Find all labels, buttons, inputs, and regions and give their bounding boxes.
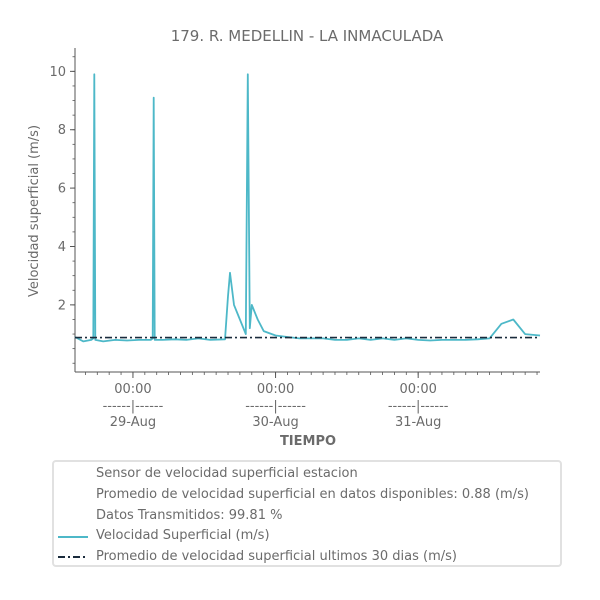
legend-text: Promedio de velocidad superficial ultimo… [96, 549, 457, 564]
series-line-velocity [74, 73, 541, 343]
x-tick-label-date: 31-Aug [395, 415, 441, 430]
y-tick-label: 6 [58, 182, 66, 197]
legend-entry-transmitted: Datos Transmitidos: 99.81 % [54, 506, 560, 526]
legend-entry-sensor: Sensor de velocidad superficial estacion [54, 464, 560, 484]
y-axis-label: Velocidad superficial (m/s) [27, 125, 42, 297]
chart-canvas: 179. R. MEDELLIN - LA INMACULADA Velocid… [27, 27, 541, 449]
axes: 24681000:00------|------29-Aug00:00-----… [49, 48, 540, 430]
legend-entry-average: Promedio de velocidad superficial en dat… [54, 485, 560, 505]
legend-entry-30day-average: Promedio de velocidad superficial ultimo… [54, 547, 560, 567]
x-tick-label-time: 00:00 [399, 382, 436, 397]
y-tick-label: 10 [49, 65, 66, 80]
x-tick-label-separator: ------|------ [103, 399, 164, 414]
x-tick-label-date: 30-Aug [252, 415, 298, 430]
legend-text: Datos Transmitidos: 99.81 % [96, 508, 283, 523]
y-tick-label: 2 [58, 298, 66, 313]
legend-swatch-30day-average [58, 556, 88, 558]
series-layer [74, 73, 541, 343]
chart-title: 179. R. MEDELLIN - LA INMACULADA [171, 27, 444, 45]
legend-swatch-velocity [58, 536, 88, 538]
x-axis-label: TIEMPO [280, 434, 336, 449]
legend-text: Sensor de velocidad superficial estacion [96, 466, 358, 481]
y-tick-label: 8 [58, 123, 66, 138]
x-tick-label-date: 29-Aug [110, 415, 156, 430]
legend-text: Velocidad Superficial (m/s) [96, 528, 270, 543]
x-tick-label-time: 00:00 [257, 382, 294, 397]
x-tick-label-time: 00:00 [114, 382, 151, 397]
legend: Sensor de velocidad superficial estacion… [52, 460, 562, 567]
x-tick-label-separator: ------|------ [245, 399, 306, 414]
legend-text: Promedio de velocidad superficial en dat… [96, 487, 529, 502]
x-tick-label-separator: ------|------ [388, 399, 449, 414]
legend-entry-velocity: Velocidad Superficial (m/s) [54, 526, 560, 546]
y-tick-label: 4 [58, 240, 66, 255]
